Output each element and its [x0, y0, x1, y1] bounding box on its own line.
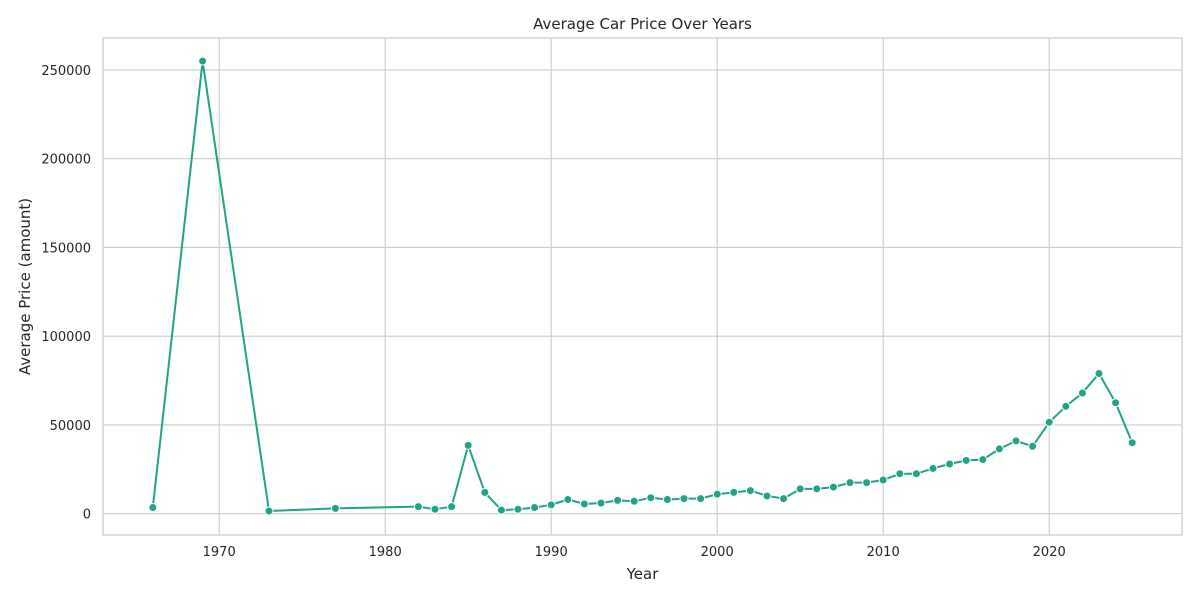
data-point	[596, 498, 606, 508]
data-point	[480, 487, 490, 497]
data-point	[563, 495, 573, 504]
y-axis-label: Average Price (amount)	[16, 198, 34, 375]
data-point	[264, 506, 274, 516]
tick-labels: 1970 1980 1990 2000 2010 2020 0 50000 100000 1500…	[41, 64, 1065, 560]
data-point	[330, 503, 340, 513]
series-layer	[148, 56, 1137, 516]
data-point	[762, 491, 772, 501]
data-point	[696, 494, 706, 504]
y-tick-label: 100000	[41, 330, 91, 345]
data-point	[961, 455, 971, 465]
data-point	[862, 478, 872, 488]
data-point	[629, 496, 639, 506]
x-tick-label: 2020	[1033, 545, 1066, 560]
data-point	[613, 495, 623, 505]
x-tick-label: 2010	[867, 545, 900, 560]
data-point	[828, 482, 838, 492]
data-point	[745, 486, 755, 496]
data-point	[928, 463, 938, 473]
data-point	[1111, 398, 1121, 408]
data-point	[945, 459, 955, 469]
data-point	[447, 502, 457, 512]
data-point	[1028, 441, 1038, 451]
data-point	[430, 504, 440, 514]
data-point	[579, 499, 589, 509]
data-point	[1077, 388, 1087, 398]
data-point	[994, 444, 1004, 454]
data-point	[779, 494, 789, 504]
data-point	[1044, 417, 1054, 427]
data-point	[662, 495, 672, 504]
y-tick-label: 250000	[41, 64, 91, 79]
data-point	[413, 502, 423, 512]
y-tick-label: 0	[83, 508, 91, 523]
data-point	[198, 56, 208, 66]
y-tick-label: 50000	[50, 419, 91, 434]
data-point	[878, 475, 888, 485]
x-tick-label: 2000	[701, 545, 734, 560]
series-line	[151, 60, 1134, 512]
data-point	[148, 502, 158, 512]
data-point	[679, 494, 689, 504]
data-point	[513, 504, 523, 514]
data-point	[812, 484, 822, 494]
data-point	[496, 505, 506, 515]
x-axis-label: Year	[626, 565, 660, 583]
plot-frame	[102, 37, 1183, 536]
data-point	[1094, 368, 1104, 378]
data-point	[1061, 401, 1071, 411]
data-point	[845, 478, 855, 488]
x-tick-label: 1980	[369, 545, 402, 560]
data-point	[1011, 436, 1021, 446]
chart-title: Average Car Price Over Years	[533, 15, 752, 33]
data-point	[795, 484, 805, 494]
data-point	[911, 469, 921, 479]
data-point	[729, 487, 739, 497]
x-tick-label: 1990	[535, 545, 568, 560]
data-point	[978, 455, 988, 465]
data-point	[546, 500, 556, 510]
data-point	[1127, 438, 1137, 448]
data-point	[712, 489, 722, 499]
y-tick-label: 150000	[41, 241, 91, 256]
grid	[103, 38, 1182, 535]
data-point	[646, 493, 656, 503]
y-tick-label: 200000	[41, 153, 91, 168]
data-point	[895, 469, 905, 479]
x-tick-label: 1970	[203, 545, 236, 560]
data-point	[530, 502, 540, 512]
data-point	[463, 440, 473, 450]
